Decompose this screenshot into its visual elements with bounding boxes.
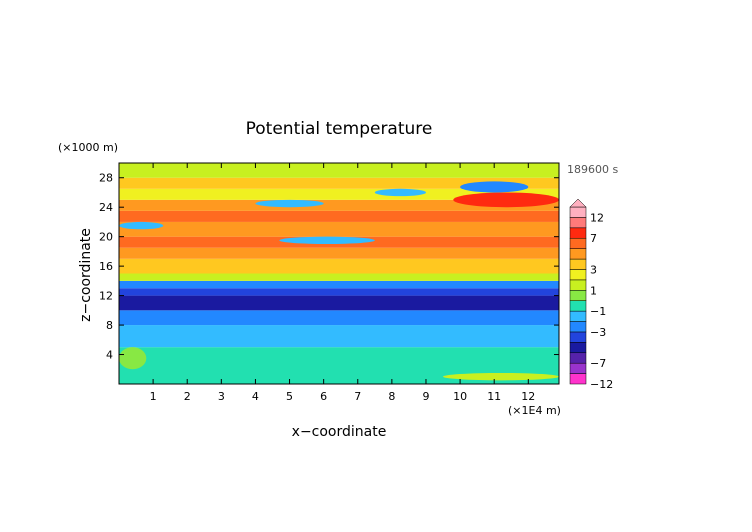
temperature-patch-5 <box>119 221 164 230</box>
temperature-band-5 <box>119 280 559 289</box>
colorbar-segment-9 <box>569 279 587 291</box>
colorbar-segment-1 <box>569 362 587 374</box>
temperature-band-13 <box>119 188 559 200</box>
x-tick-label-2: 3 <box>218 390 225 403</box>
y-tick-label-6: 28 <box>99 172 113 185</box>
colorbar-label-0: 12 <box>590 211 604 224</box>
x-tick-label-10: 11 <box>487 390 501 403</box>
y-tick-label-2: 12 <box>99 290 113 303</box>
colorbar-segment-15 <box>569 217 587 229</box>
colorbar-segment-8 <box>569 290 587 301</box>
x-tick-label-6: 7 <box>354 390 361 403</box>
temperature-patch-6 <box>119 347 147 370</box>
colorbar-segment-2 <box>569 352 587 364</box>
temperature-band-6 <box>119 273 559 281</box>
temperature-band-15 <box>119 163 559 178</box>
y-tick-label-3: 16 <box>99 260 113 273</box>
y-tick-label-0: 4 <box>106 349 113 362</box>
colorbar-label-6: −7 <box>590 357 606 370</box>
temperature-band-4 <box>119 288 559 296</box>
temperature-band-2 <box>119 310 559 326</box>
colorbar-segment-11 <box>569 258 587 270</box>
temperature-band-1 <box>119 325 559 348</box>
colorbar-label-2: 3 <box>590 263 597 276</box>
colorbar-segment-10 <box>569 269 587 281</box>
x-tick-label-8: 9 <box>422 390 429 403</box>
temperature-band-8 <box>119 247 559 259</box>
field-group <box>119 163 559 384</box>
temperature-patch-1 <box>453 192 559 208</box>
temperature-patch-7 <box>443 372 559 381</box>
x-axis-label: x−coordinate <box>292 424 387 440</box>
temperature-band-11 <box>119 210 559 222</box>
x-unit-label: (×1E4 m) <box>508 404 561 417</box>
colorbar-segment-7 <box>569 300 587 312</box>
colorbar-segment-14 <box>569 227 587 239</box>
x-tick-label-5: 6 <box>320 390 327 403</box>
temperature-band-7 <box>119 258 559 274</box>
temperature-band-12 <box>119 199 559 211</box>
temperature-patch-4 <box>255 199 324 208</box>
temperature-band-3 <box>119 295 559 311</box>
x-tick-label-3: 4 <box>252 390 259 403</box>
colorbar-segment-13 <box>569 237 587 249</box>
time-label: 189600 s <box>567 163 618 176</box>
colorbar-segment-12 <box>569 248 587 260</box>
x-tick-label-1: 2 <box>184 390 191 403</box>
y-tick-label-1: 8 <box>106 319 113 332</box>
temperature-patch-3 <box>374 188 426 197</box>
x-tick-label-0: 1 <box>150 390 157 403</box>
x-tick-label-4: 5 <box>286 390 293 403</box>
colorbar-label-7: −12 <box>590 378 613 391</box>
x-tick-label-11: 12 <box>521 390 535 403</box>
colorbar-segment-0 <box>569 373 587 385</box>
chart-title: Potential temperature <box>246 119 433 139</box>
plot-area <box>119 163 559 384</box>
colorbar-segment-4 <box>569 331 587 343</box>
colorbar-segment-6 <box>569 310 587 322</box>
plot-frame <box>118 162 560 385</box>
temperature-band-10 <box>119 221 559 237</box>
colorbar: 12 7 3 1 −1 −3 −7 −12 <box>569 198 613 391</box>
colorbar-label-5: −3 <box>590 326 606 339</box>
colorbar-segment-3 <box>569 342 587 354</box>
colorbar-segment-5 <box>569 321 587 333</box>
colorbar-label-4: −1 <box>590 305 606 318</box>
colorbar-top-arrow <box>569 198 587 208</box>
y-unit-label: (×1000 m) <box>58 141 118 154</box>
x-tick-label-9: 10 <box>453 390 467 403</box>
colorbar-segment-16 <box>569 206 587 218</box>
y-tick-label-5: 24 <box>99 201 113 214</box>
temperature-patch-2 <box>460 181 529 193</box>
colorbar-label-3: 1 <box>590 284 597 297</box>
colorbar-label-1: 7 <box>590 232 597 245</box>
x-tick-label-7: 8 <box>388 390 395 403</box>
temperature-band-14 <box>119 177 559 189</box>
y-axis-label: z−coordinate <box>78 228 94 322</box>
temperature-patch-0 <box>279 236 375 245</box>
y-tick-label-4: 20 <box>99 231 113 244</box>
